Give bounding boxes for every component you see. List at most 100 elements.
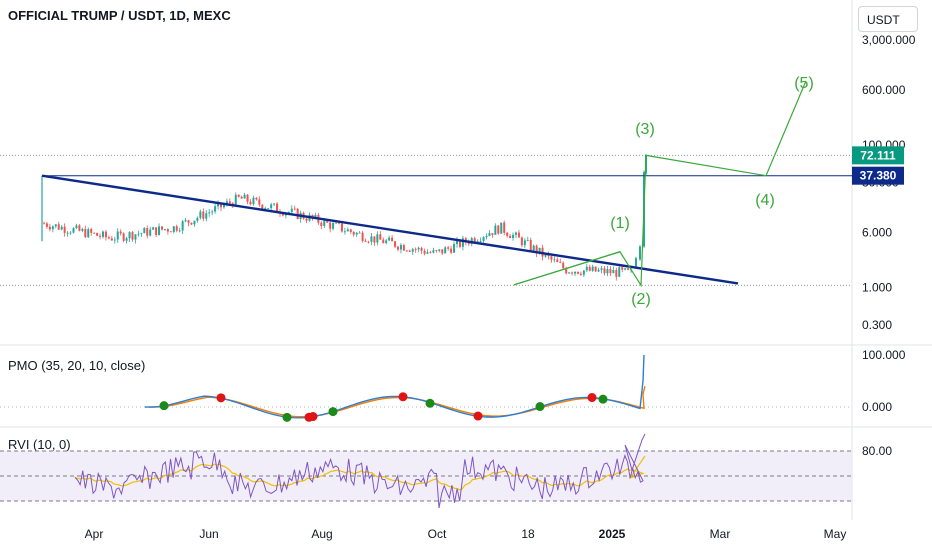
candle-body [394, 241, 397, 247]
candle-body [411, 249, 414, 252]
candle-body [600, 268, 603, 270]
candle-body [402, 245, 405, 251]
candle-body [361, 232, 364, 241]
candle-body [202, 211, 205, 219]
candle-body [494, 225, 497, 235]
price-tick-label: 3,000.000 [862, 33, 916, 47]
candle-body [458, 240, 461, 247]
candle-body [81, 228, 84, 231]
candle-body [199, 211, 202, 218]
candle-body [538, 247, 541, 254]
candle-body [287, 212, 290, 213]
candle-body [340, 223, 343, 232]
candle-body [639, 246, 641, 260]
candle-body [72, 228, 75, 233]
pmo-cross-dot [159, 401, 169, 411]
candle-body [376, 234, 379, 243]
candle-body [550, 256, 553, 260]
candle-body [43, 223, 45, 225]
candle-body [523, 240, 526, 246]
candle-body [131, 232, 134, 240]
candle-body [582, 270, 585, 275]
candle-body [556, 259, 559, 263]
candle-body [208, 212, 211, 214]
candle-body [240, 196, 243, 199]
candle-body [506, 232, 509, 236]
pmo-cross-dot [425, 398, 435, 408]
candle-body [329, 222, 332, 229]
candle-body [571, 272, 574, 274]
currency-button[interactable]: USDT [858, 6, 918, 32]
candle-body [51, 226, 54, 230]
time-tick-label: Aug [311, 527, 332, 541]
candle-body [346, 229, 349, 232]
candle-body [332, 223, 335, 229]
wave-label: (5) [794, 75, 814, 92]
candle-body [532, 245, 535, 251]
chart-title: OFFICIAL TRUMP / USDT, 1D, MEXC [8, 8, 231, 23]
candle-body [93, 232, 96, 234]
candle-body [467, 242, 470, 244]
candle-body [237, 194, 240, 197]
candle-body [276, 203, 279, 212]
candle-body [597, 269, 600, 272]
pmo-cross-dot [587, 393, 597, 403]
candle-body [568, 272, 571, 274]
candle-body [90, 229, 93, 233]
line-price-tag-bg [852, 166, 904, 185]
candle-body [290, 208, 293, 213]
candle-body [358, 232, 361, 234]
price-tick-label: 600.000 [862, 83, 906, 97]
candle-body [60, 226, 63, 230]
candle-body [270, 204, 273, 209]
candle-body [364, 240, 367, 242]
candle-body [423, 250, 426, 254]
candle-body [134, 234, 137, 240]
candle-body [222, 204, 225, 208]
candle-body [615, 269, 618, 277]
candle-body [178, 230, 181, 232]
candle-body [211, 211, 214, 213]
descending-trendline [41, 174, 739, 285]
candle-body [163, 229, 166, 230]
candle-body [385, 240, 388, 244]
time-tick-label: May [824, 527, 847, 541]
pmo-tick-label: 0.000 [862, 400, 892, 414]
candle-body [146, 228, 149, 236]
pmo-cross-dot [328, 407, 338, 417]
candle-body [352, 231, 355, 235]
candle-body [264, 208, 267, 210]
candle-body [635, 258, 637, 267]
candle-body [612, 269, 615, 274]
candle-body [379, 234, 382, 240]
line-price-tag: 37.380 [860, 169, 897, 183]
candle-body [473, 238, 476, 243]
candle-body [349, 229, 352, 232]
time-tick-label: Apr [85, 527, 104, 541]
price-tick-label: 6.000 [862, 225, 892, 239]
candles [41, 153, 647, 281]
candle-body [438, 249, 441, 251]
rvi-label: RVI (10, 0) [8, 437, 71, 452]
candle-body [261, 204, 264, 210]
candle-body [435, 250, 438, 252]
candle-body [606, 269, 609, 274]
candle-body [140, 233, 143, 234]
candle-body [627, 268, 630, 270]
candle-body [441, 249, 444, 254]
candle-body [296, 208, 299, 219]
candle-body [621, 267, 624, 270]
pmo-pane [0, 354, 852, 422]
candle-body [579, 273, 582, 275]
candle-body [137, 233, 140, 235]
candle-body [175, 226, 178, 231]
rvi-signal-line [74, 455, 646, 491]
pmo-cross-dot [308, 412, 318, 422]
candle-body [609, 269, 612, 274]
pmo-cross-dot [598, 394, 608, 404]
candle-body [479, 240, 482, 242]
candle-body [429, 252, 432, 254]
candle-body [603, 268, 606, 274]
candle-body [187, 220, 190, 223]
